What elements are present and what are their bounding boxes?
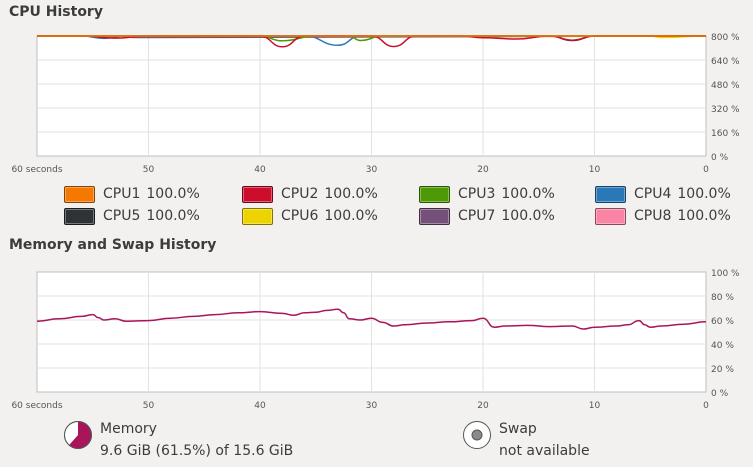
- cpu-usage-value: 100.0%: [677, 186, 731, 202]
- cpu-legend-item-cpu2[interactable]: CPU2 100.0%: [242, 184, 378, 204]
- memory-y-tick-label: 0 %: [711, 389, 729, 399]
- memory-pie-outline: [64, 421, 92, 449]
- cpu-y-tick-label: 160 %: [711, 129, 740, 139]
- cpu-name-label: CPU4: [634, 186, 672, 202]
- cpu-x-tick-label: 40: [254, 165, 266, 175]
- memory-label: Memory: [100, 421, 157, 437]
- memory-y-tick-label: 80 %: [711, 293, 734, 303]
- memory-x-tick-label: 30: [366, 401, 378, 411]
- cpu-y-tick-label: 0 %: [711, 153, 729, 163]
- memory-history-graph: 100 % 80 % 60 % 40 % 20 % 0 % 60 seconds 50 40 30…: [11, 269, 740, 411]
- memory-y-tick-label: 100 %: [711, 269, 740, 279]
- cpu-x-tick-label: 60 seconds: [11, 165, 62, 175]
- cpu-legend-item-cpu1[interactable]: CPU1 100.0%: [64, 184, 200, 204]
- cpu-usage-value: 100.0%: [146, 208, 200, 224]
- memory-x-tick-label: 10: [589, 401, 601, 411]
- memory-x-tick-label: 50: [143, 401, 155, 411]
- memory-x-tick-label: 40: [254, 401, 266, 411]
- cpu-color-swatch[interactable]: [595, 207, 626, 225]
- memory-pie-slice: [69, 421, 92, 449]
- cpu-x-tick-label: 50: [143, 165, 155, 175]
- cpu-color-swatch[interactable]: [419, 207, 450, 225]
- cpu-section-title: CPU History: [9, 4, 103, 20]
- memory-section-title: Memory and Swap History: [9, 237, 217, 253]
- cpu-usage-value: 100.0%: [324, 208, 378, 224]
- memory-x-tick-label: 20: [477, 401, 489, 411]
- memory-x-tick-label: 60 seconds: [11, 401, 62, 411]
- cpu-legend-item-cpu5[interactable]: CPU5 100.0%: [64, 206, 200, 226]
- memory-y-tick-label: 40 %: [711, 341, 734, 351]
- swap-status-text: not available: [499, 443, 590, 459]
- cpu-usage-value: 100.0%: [501, 186, 555, 202]
- cpu-color-swatch[interactable]: [242, 207, 273, 225]
- swap-info: Swap not available: [462, 418, 590, 462]
- swap-pie-inner: [471, 429, 483, 441]
- cpu-name-label: CPU6: [281, 208, 319, 224]
- cpu-usage-value: 100.0%: [146, 186, 200, 202]
- memory-series-memory: [36, 308, 707, 330]
- cpu-color-swatch[interactable]: [64, 185, 95, 203]
- memory-info: Memory 9.6 GiB (61.5%) of 15.6 GiB: [63, 418, 293, 462]
- cpu-x-tick-label: 10: [589, 165, 601, 175]
- cpu-x-tick-label: 30: [366, 165, 378, 175]
- cpu-color-swatch[interactable]: [64, 207, 95, 225]
- memory-x-tick-label: 0: [703, 401, 709, 411]
- cpu-legend-item-cpu6[interactable]: CPU6 100.0%: [242, 206, 378, 226]
- cpu-name-label: CPU7: [458, 208, 496, 224]
- memory-usage-text: 9.6 GiB (61.5%) of 15.6 GiB: [100, 443, 294, 459]
- memory-y-tick-label: 60 %: [711, 317, 734, 327]
- cpu-color-swatch[interactable]: [419, 185, 450, 203]
- cpu-legend-item-cpu7[interactable]: CPU7 100.0%: [419, 206, 555, 226]
- cpu-history-graph: 800 % 640 % 480 % 320 % 160 % 0 % 60 seconds 50…: [11, 33, 740, 175]
- cpu-y-tick-label: 800 %: [711, 33, 740, 43]
- cpu-y-tick-label: 480 %: [711, 81, 740, 91]
- cpu-y-tick-label: 320 %: [711, 105, 740, 115]
- cpu-legend-item-cpu3[interactable]: CPU3 100.0%: [419, 184, 555, 204]
- cpu-name-label: CPU1: [103, 186, 141, 202]
- cpu-usage-value: 100.0%: [501, 208, 555, 224]
- cpu-name-label: CPU2: [281, 186, 319, 202]
- cpu-name-label: CPU5: [103, 208, 141, 224]
- cpu-legend-item-cpu4[interactable]: CPU4 100.0%: [595, 184, 731, 204]
- cpu-usage-value: 100.0%: [324, 186, 378, 202]
- cpu-name-label: CPU8: [634, 208, 672, 224]
- cpu-x-tick-label: 0: [703, 165, 709, 175]
- swap-pie-chart: [463, 421, 491, 449]
- cpu-legend-item-cpu8[interactable]: CPU8 100.0%: [595, 206, 731, 226]
- cpu-usage-value: 100.0%: [677, 208, 731, 224]
- cpu-name-label: CPU3: [458, 186, 496, 202]
- swap-label: Swap: [499, 421, 537, 437]
- cpu-color-swatch[interactable]: [595, 185, 626, 203]
- cpu-color-swatch[interactable]: [242, 185, 273, 203]
- memory-pie-chart: [64, 421, 92, 449]
- memory-y-tick-label: 20 %: [711, 365, 734, 375]
- cpu-y-tick-label: 640 %: [711, 57, 740, 67]
- cpu-x-tick-label: 20: [477, 165, 489, 175]
